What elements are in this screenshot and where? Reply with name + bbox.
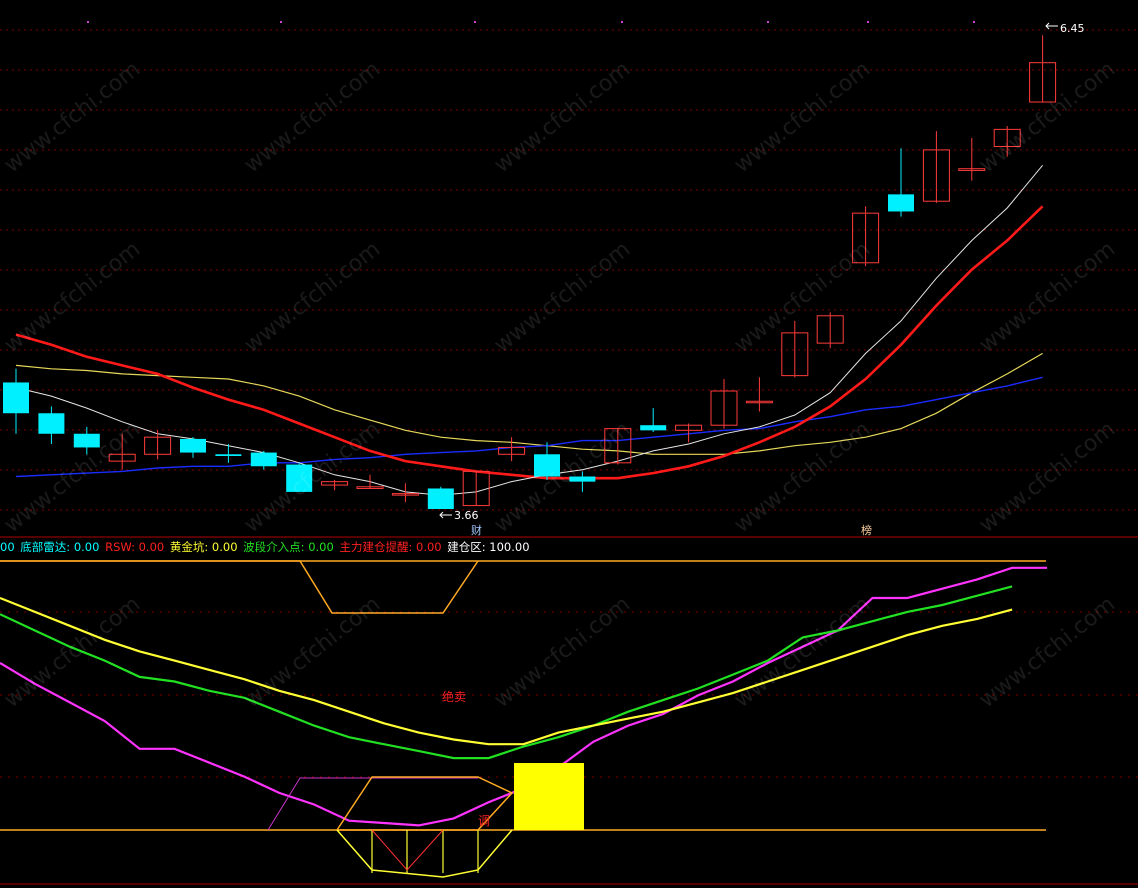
ma-yellow-line [15,352,1043,455]
candle-body-up [745,400,773,404]
event-marker-cai[interactable]: 财 [471,524,482,537]
top-dot [621,21,623,23]
candle-body-up [816,315,844,344]
candle-body-down [3,382,29,414]
candle-body-up [462,470,490,507]
candle-body-down [534,454,560,477]
candle-body-up [498,446,526,455]
top-dot [973,21,975,23]
candle-body-down [73,433,100,448]
candle-body-down [640,425,667,431]
legend-item-build-zone: 建仓区: 100.00 [447,540,530,554]
legend-item-rsw: RSW: 0.00 [105,540,165,554]
candle-body-down [888,194,914,212]
top-dot [280,21,282,23]
low-arrow [439,511,452,519]
candle-body-down [569,476,596,482]
ma-blue-line [15,376,1043,478]
high-price-label: 6.45 [1060,22,1085,35]
candle-body-up [144,436,172,455]
candle-body-down [215,454,242,456]
top-dot [474,21,476,23]
candle-body-down [250,452,277,467]
candle-body-up [993,128,1021,147]
top-dot [867,21,869,23]
indicator-yellow-line [0,596,1013,746]
ma-red-line [15,205,1044,480]
high-arrow [1045,22,1058,30]
candle-body-up [108,453,136,462]
build-zone-box [514,763,584,830]
legend-item-band-entry: 波段介入点: 0.00 [243,540,334,554]
candle-body-up [1029,62,1057,103]
sell-signal-label: 绝卖 [442,690,467,704]
adjust-signal-label: 调 [478,814,491,828]
candle-body-down [286,464,313,492]
bottom-zone-red [371,829,444,871]
candle-body-up [852,212,880,264]
build-zone-outline [267,777,478,831]
golden-pit-trough [0,560,479,614]
legend-item-bottom-radar: 底部雷达: 0.00 [20,540,100,554]
indicator-green-line [0,585,1013,760]
candle-body-up [391,493,419,496]
legend-item-golden-pit: 黄金坑: 0.00 [169,540,238,554]
candle-body-up [922,149,950,202]
candle-body-up [958,168,986,171]
candle-body-up [710,390,738,426]
indicator-legend: 00 底部雷达: 0.00 RSW: 0.00 黄金坑: 0.00 波段介入点:… [0,539,532,555]
candle-body-down [38,413,65,434]
candle-body-down [427,488,454,509]
build-zone-hexagon [336,776,514,831]
candle-body-up [604,428,632,464]
top-dot [767,21,769,23]
bottom-zone-outline [336,829,513,878]
low-price-label: 3.66 [454,509,479,522]
candle-body-up [356,486,384,489]
ma-white-line [15,164,1043,496]
legend-item-main-force: 主力建仓提醒: 0.00 [339,540,442,554]
candle-body-down [180,438,206,453]
top-dot [87,21,89,23]
candle-body-up [781,332,809,377]
legend-item-prefix: 00 [0,540,15,554]
event-marker-bang[interactable]: 榜 [861,524,872,537]
candle-body-up [321,481,349,486]
candle-body-up [675,424,703,431]
